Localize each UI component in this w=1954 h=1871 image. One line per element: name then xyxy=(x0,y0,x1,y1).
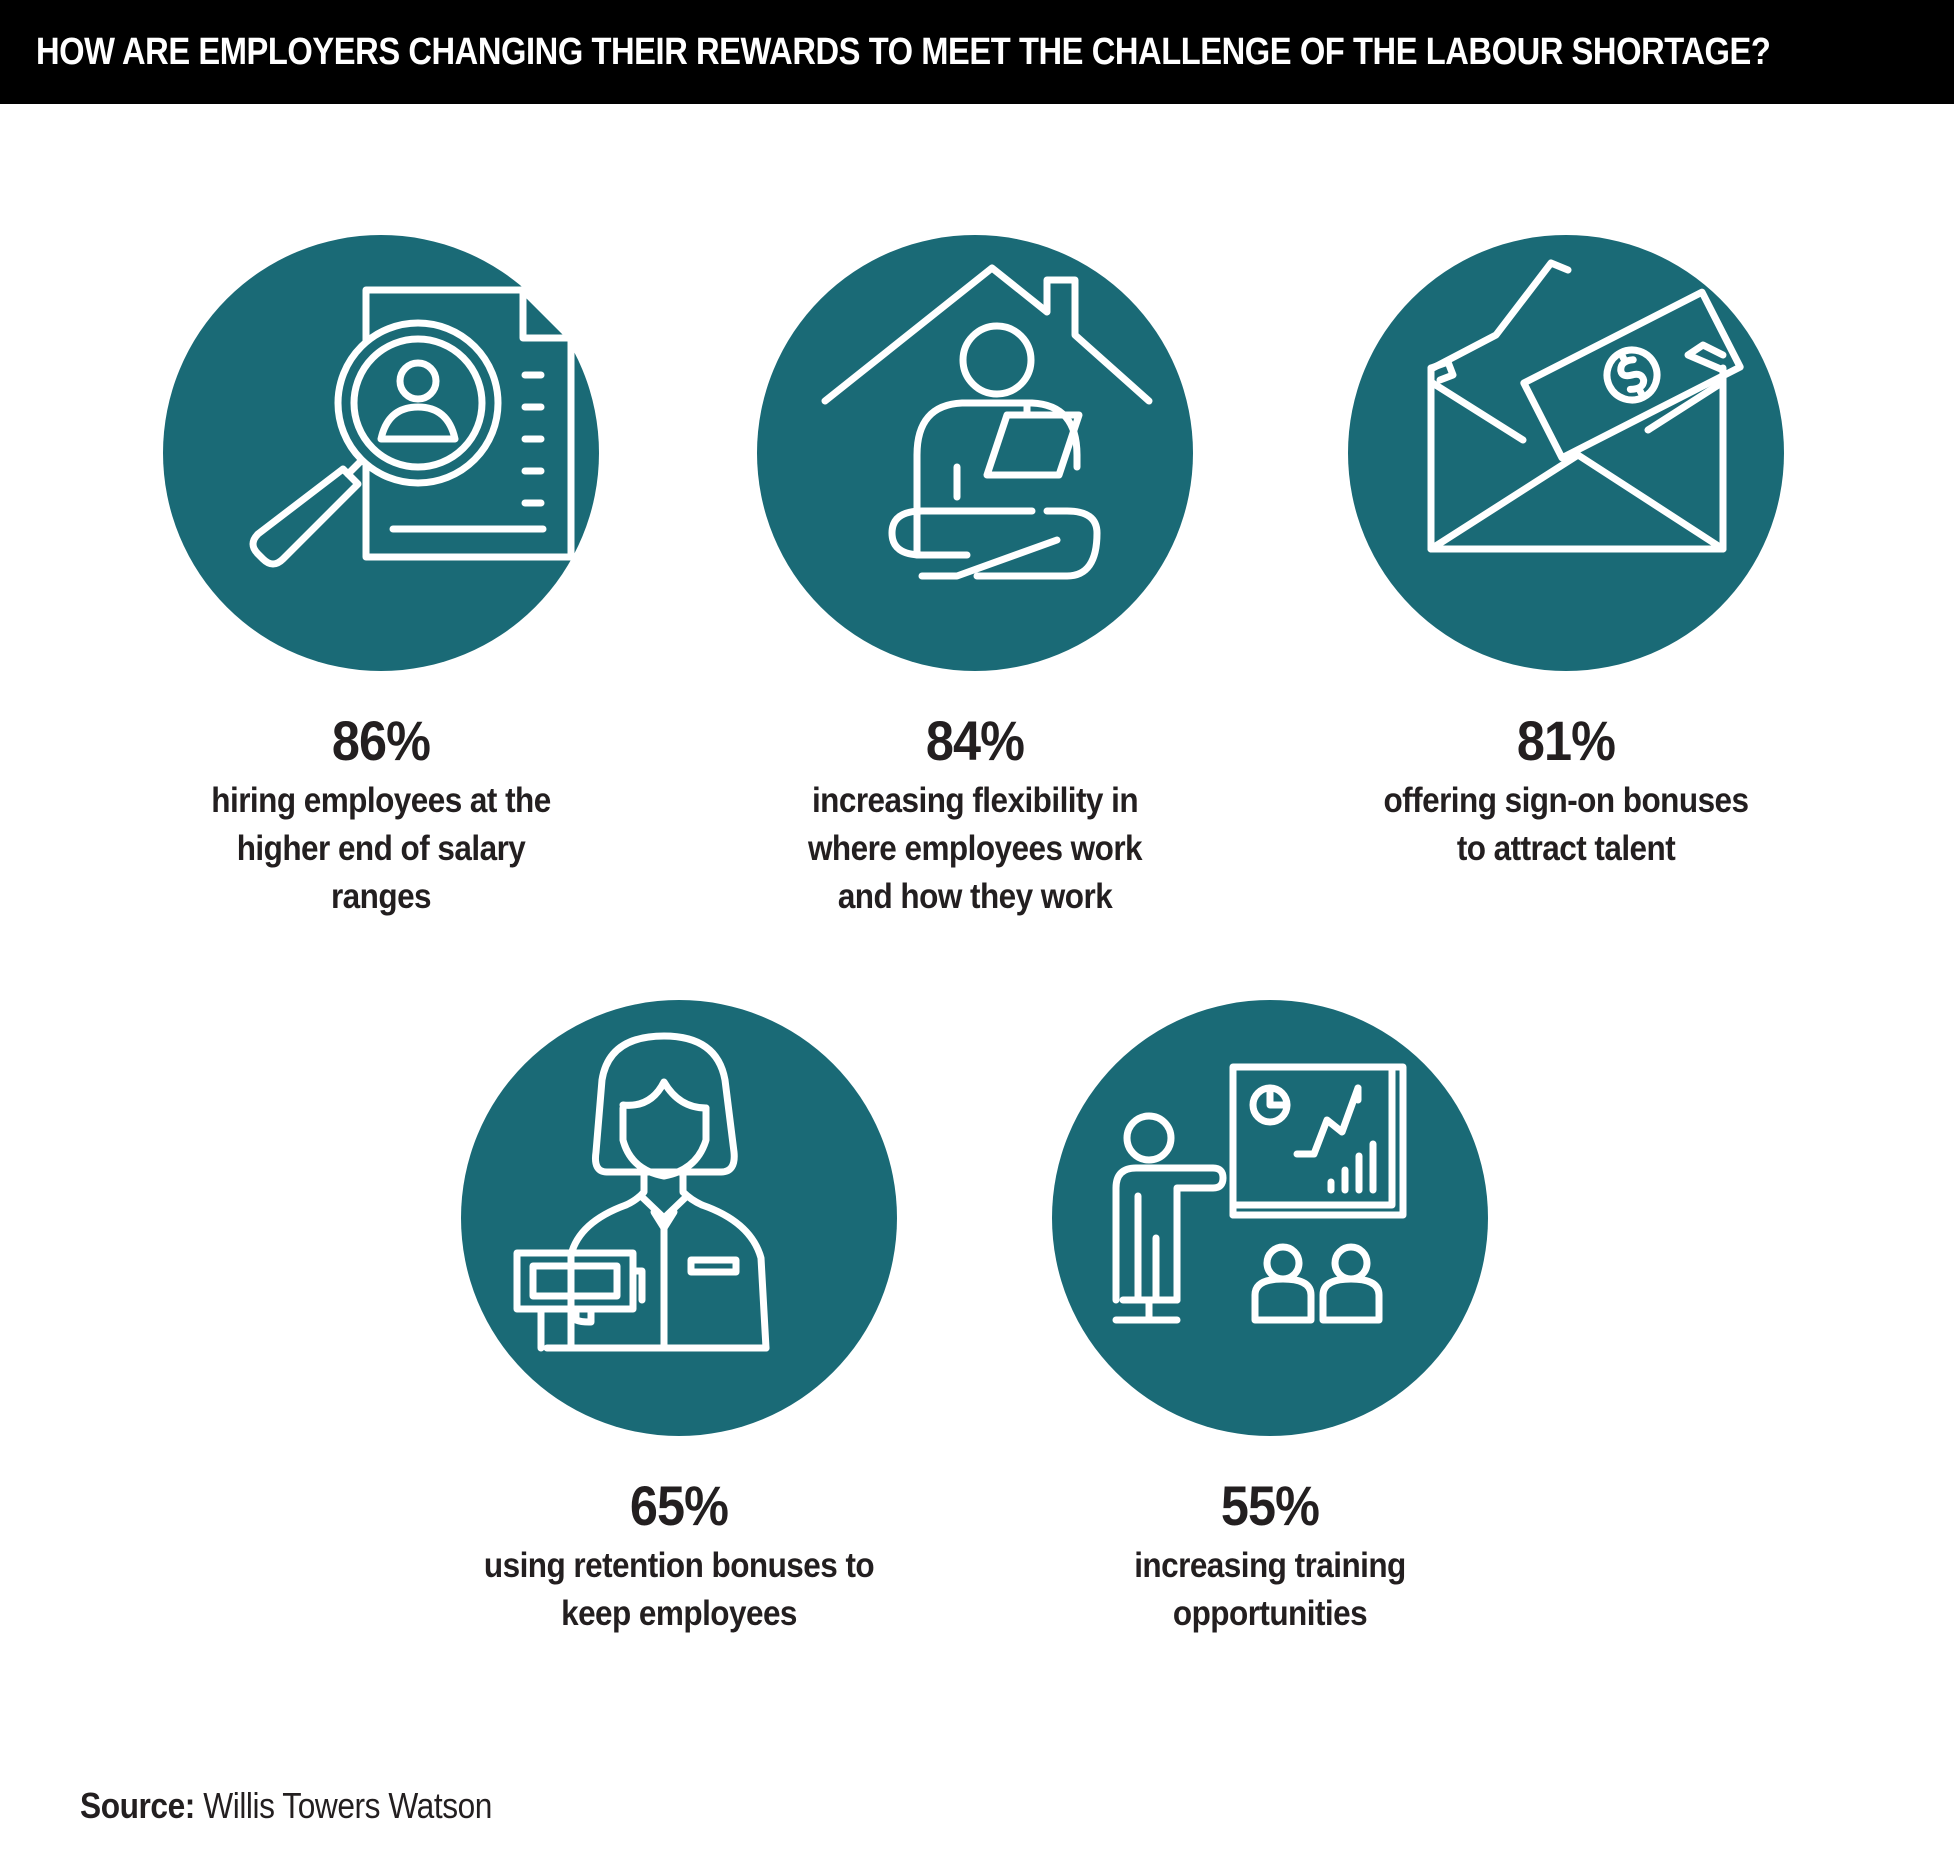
stat-value: 65% xyxy=(629,1474,729,1537)
header-bar: HOW ARE EMPLOYERS CHANGING THEIR REWARDS… xyxy=(0,0,1954,104)
stat-circle xyxy=(163,235,599,671)
stat-value: 81% xyxy=(1516,709,1616,772)
stat-circle xyxy=(1348,235,1784,671)
stat-value: 84% xyxy=(925,709,1025,772)
source-name: Willis Towers Watson xyxy=(203,1785,492,1826)
page-title: HOW ARE EMPLOYERS CHANGING THEIR REWARDS… xyxy=(36,31,1771,73)
stat-item-flexibility: 84% increasing flexibility in where empl… xyxy=(695,235,1255,921)
stat-value: 55% xyxy=(1220,1474,1320,1537)
stat-circle xyxy=(757,235,1193,671)
source-note: Source: Willis Towers Watson xyxy=(80,1784,492,1828)
source-label: Source: xyxy=(80,1785,195,1826)
magnifier-resume-icon xyxy=(249,286,575,568)
stat-label: increasing flexibility in where employee… xyxy=(807,781,1143,916)
stat-circle xyxy=(1052,1000,1488,1436)
stat-item-retention-bonus: 65% using retention bonuses to keep empl… xyxy=(399,1000,959,1638)
stat-item-training: 55% increasing training opportunities xyxy=(990,1000,1550,1638)
stat-circle xyxy=(461,1000,897,1436)
stat-item-sign-on-bonus: 81% offering sign-on bonuses to attract … xyxy=(1286,235,1846,873)
stat-label: hiring employees at the higher end of sa… xyxy=(211,781,551,916)
stat-label: using retention bonuses to keep employee… xyxy=(483,1546,875,1633)
employee-cash-icon xyxy=(513,1032,770,1352)
stat-label: offering sign-on bonuses to attract tale… xyxy=(1383,781,1749,868)
stat-item-salary: 86% hiring employees at the higher end o… xyxy=(101,235,661,921)
presentation-training-icon xyxy=(1112,1063,1407,1324)
stat-value: 86% xyxy=(331,709,431,772)
home-laptop-icon xyxy=(821,264,1153,580)
stat-label: increasing training opportunities xyxy=(1134,1546,1406,1633)
money-envelope-icon xyxy=(1427,259,1744,553)
